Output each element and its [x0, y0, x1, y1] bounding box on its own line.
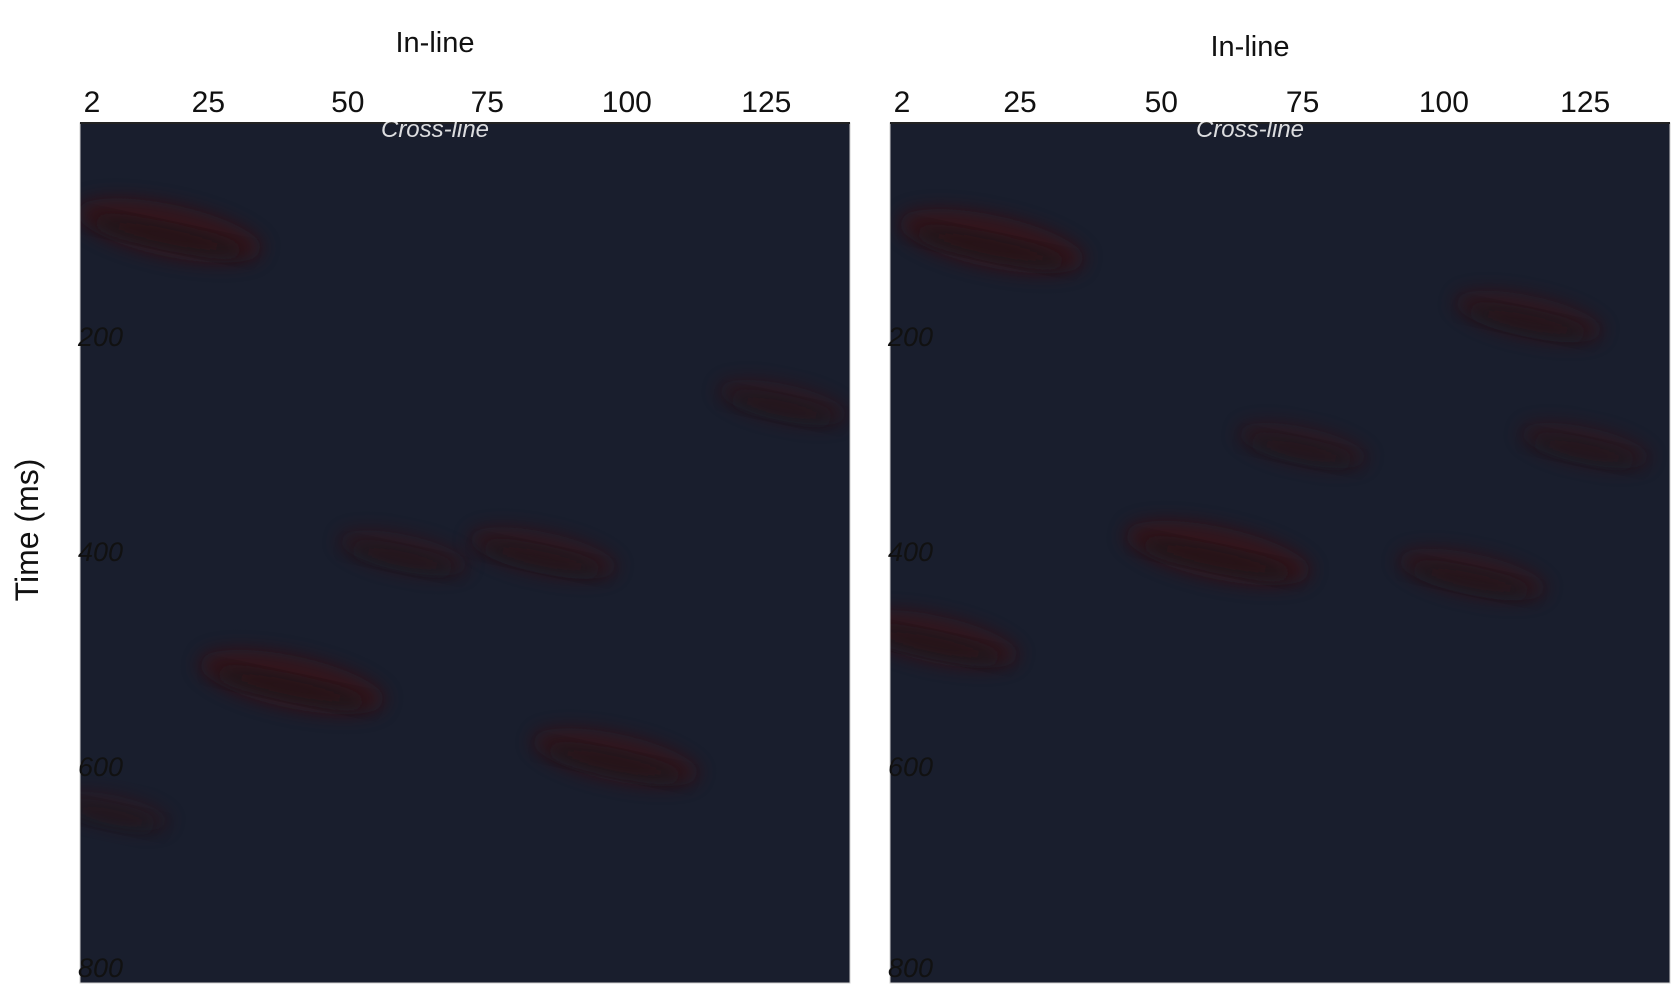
y-tick-label: 800	[78, 953, 123, 983]
y-tick-label: 600	[78, 752, 123, 782]
x-tick-label: 25	[1003, 86, 1036, 119]
strong-events	[890, 209, 1651, 668]
strong-event-trough	[1138, 540, 1295, 578]
y-tick-label: 400	[78, 537, 123, 567]
seismic-amplitude-field	[80, 123, 850, 983]
strong-event-trough	[89, 217, 247, 255]
strong-event-trough	[1529, 437, 1639, 466]
x-tick-label: 125	[1560, 86, 1610, 119]
y-tick-label: 400	[888, 537, 933, 567]
x-axis-title: In-line	[1211, 31, 1290, 63]
left-seismic-panel: In-line Cross-line 2 25 50 75 100 125 200 400 600 8…	[77, 27, 851, 984]
strong-events	[80, 198, 849, 831]
x-axis-title: In-line	[396, 27, 475, 59]
strong-event-trough	[347, 544, 458, 573]
strong-event-trough	[212, 669, 370, 707]
x-tick-label: 100	[602, 86, 652, 119]
x-tick-label: 2	[894, 86, 911, 119]
cross-line-overlay-label: Cross-line	[381, 116, 489, 143]
y-tick-label: 200	[887, 322, 933, 352]
x-tick-label: 50	[331, 86, 364, 119]
strong-event-trough	[1464, 306, 1591, 338]
x-tick-label: 75	[471, 86, 504, 119]
x-tick-label: 100	[1419, 86, 1469, 119]
cross-line-overlay-label: Cross-line	[1196, 116, 1304, 143]
strong-event-trough	[479, 543, 605, 575]
strong-event-trough	[543, 746, 685, 781]
x-tick-label: 50	[1145, 86, 1178, 119]
strong-event-trough	[726, 394, 837, 423]
y-axis-label: Time (ms)	[9, 459, 45, 602]
x-tick-label: 2	[84, 86, 101, 119]
y-tick-label: 600	[888, 752, 933, 782]
right-seismic-panel: In-line Cross-line 2 25 50 75 100 125 200 400 600 8…	[887, 31, 1671, 984]
strong-event-trough	[1408, 564, 1534, 596]
y-tick-label: 800	[888, 953, 933, 983]
strong-event-trough	[1246, 437, 1357, 466]
strong-event-trough	[80, 804, 160, 830]
strong-event-trough	[912, 228, 1069, 266]
x-tick-label: 125	[741, 86, 791, 119]
y-tick-label: 200	[77, 322, 123, 352]
x-tick-label: 25	[192, 86, 225, 119]
strong-event-trough	[890, 627, 1005, 662]
x-tick-label: 75	[1286, 86, 1319, 119]
